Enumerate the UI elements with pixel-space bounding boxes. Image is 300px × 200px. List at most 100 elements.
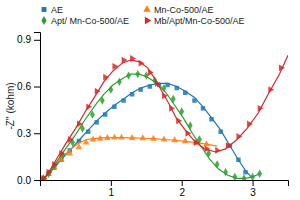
data-point (52, 161, 58, 168)
data-point (121, 98, 125, 102)
series-line (41, 74, 259, 179)
x-tick-mark (182, 180, 183, 186)
legend-marker (41, 16, 46, 25)
x-tick: 3 (250, 180, 256, 198)
x-tick-label: 1 (109, 187, 115, 198)
x-tick-label: 2 (179, 187, 185, 198)
y-tick-mark (34, 133, 40, 134)
x-tick: 2 (179, 180, 185, 198)
data-point (103, 112, 107, 116)
data-point (161, 136, 168, 142)
data-point (232, 173, 237, 180)
data-point (205, 145, 211, 152)
x-tick-label: 3 (250, 187, 256, 198)
legend-marker (145, 17, 151, 24)
data-point (169, 105, 175, 112)
data-point (130, 55, 136, 62)
data-point (83, 139, 90, 145)
data-point (117, 78, 122, 86)
y-axis-line (34, 33, 41, 181)
data-point (90, 110, 95, 118)
data-point (279, 64, 285, 71)
data-point (112, 63, 118, 70)
data-point (138, 87, 142, 91)
data-point (171, 136, 178, 142)
data-point (192, 98, 196, 102)
y-tick-label: 0.9 (17, 34, 31, 45)
legend: AE Mn-Co-500/AE Apt/ Mn-Co-500/AE Mb/Apt/Mn… (41, 5, 244, 26)
y-tick-mark (34, 180, 40, 181)
data-point (47, 169, 53, 176)
series (41, 70, 262, 180)
y-tick-mark (34, 40, 40, 41)
y-tick: 0.9 (17, 34, 40, 45)
x-tick-mark (111, 180, 112, 186)
data-point (104, 134, 111, 140)
data-point (135, 70, 140, 78)
x-axis: 1 2 3 (41, 180, 289, 198)
legend-entry: Mn-Co-500/AE (143, 5, 213, 15)
data-point (118, 134, 125, 140)
legend-entry: Apt/ Mn-Co-500/AE (41, 16, 129, 26)
legend-marker (42, 7, 47, 12)
x-tick-mark (253, 180, 254, 186)
data-point (139, 60, 145, 67)
data-point (171, 95, 176, 103)
chart-container: AE Mn-Co-500/AE Apt/ Mn-Co-500/AE Mb/Apt/Mn… (0, 0, 300, 200)
data-point (90, 136, 97, 142)
y-tick: 0.0 (17, 175, 40, 186)
data-point (201, 106, 205, 110)
data-point (162, 92, 168, 99)
legend-entry: AE (42, 5, 63, 15)
y-tick-label: 0.6 (17, 81, 31, 92)
data-point (175, 86, 179, 90)
y-tick-mark (34, 87, 40, 88)
y-axis-title: -Z'' (kohm) (5, 82, 16, 129)
data-point (94, 120, 98, 124)
series-line (41, 83, 251, 179)
y-tick-label: 0.3 (17, 128, 31, 139)
legend-entry: Mb/Apt/Mn-Co-500/AE (145, 16, 245, 26)
series (40, 134, 217, 180)
legend-label: Mb/Apt/Mn-Co-500/AE (154, 16, 245, 26)
data-point (111, 134, 118, 140)
data-point (97, 135, 104, 141)
data-point (185, 130, 191, 137)
data-point (268, 86, 274, 93)
x-axis-line (41, 181, 289, 187)
data-point (258, 105, 264, 112)
data-point (203, 140, 210, 146)
data-point (188, 121, 193, 129)
data-point (218, 129, 222, 133)
data-point (68, 136, 74, 143)
data-point (236, 158, 240, 162)
data-point (112, 105, 116, 109)
data-point (148, 84, 152, 88)
data-point (130, 92, 134, 96)
series-line (41, 138, 217, 180)
series (41, 83, 251, 180)
plot-root: 1 2 3 0.0 0.3 0.6 0.9 (17, 33, 288, 199)
data-point (223, 168, 228, 176)
data-point (236, 133, 242, 140)
data-point (209, 117, 213, 121)
y-axis: 0.0 0.3 0.6 0.9 (17, 33, 40, 186)
legend-label: Mn-Co-500/AE (154, 5, 214, 15)
data-point (183, 91, 187, 95)
data-point (77, 121, 83, 128)
data-point (100, 96, 105, 104)
data-point (148, 69, 154, 76)
data-point (42, 175, 48, 180)
data-point (126, 71, 131, 79)
data-point (122, 57, 128, 64)
y-tick-label: 0.0 (17, 175, 31, 186)
data-point (215, 160, 220, 168)
plot-area (40, 55, 288, 180)
series-line (41, 55, 288, 179)
data-point (243, 170, 247, 174)
data-point (80, 124, 85, 132)
data-point (247, 121, 253, 128)
legend-marker (143, 5, 150, 11)
data-point (250, 173, 255, 180)
data-point (86, 129, 90, 133)
